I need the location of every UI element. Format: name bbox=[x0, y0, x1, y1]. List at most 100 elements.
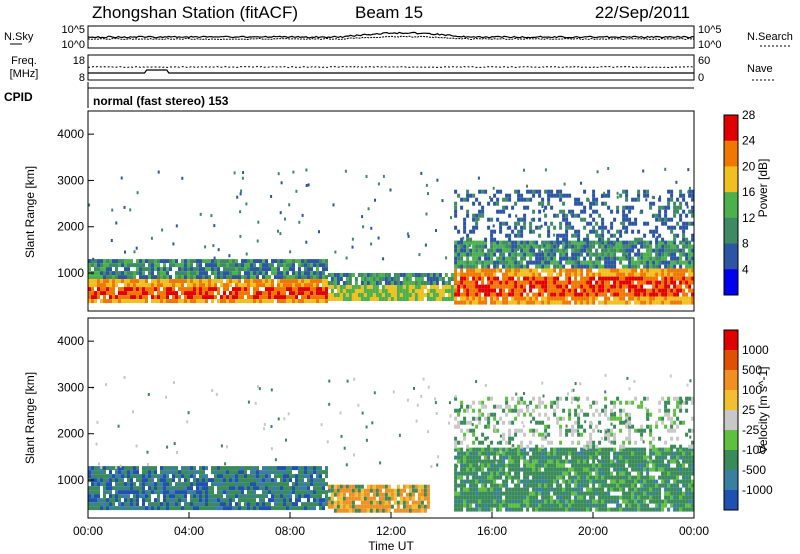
heatmap-cell bbox=[118, 259, 121, 264]
heatmap-cell bbox=[211, 502, 214, 507]
heatmap-cell bbox=[652, 260, 656, 265]
heatmap-cell bbox=[190, 490, 193, 495]
heatmap-cell bbox=[457, 507, 461, 512]
heatmap-cell bbox=[106, 506, 109, 511]
heatmap-cell bbox=[217, 267, 220, 272]
heatmap-cell bbox=[124, 279, 127, 284]
heatmap-cell bbox=[487, 256, 491, 261]
heatmap-cell bbox=[607, 189, 611, 194]
heatmap-cell bbox=[556, 272, 560, 277]
heatmap-cell bbox=[181, 267, 184, 272]
heatmap-cell bbox=[420, 500, 424, 505]
heatmap-cell bbox=[441, 277, 445, 281]
heatmap-cell bbox=[577, 491, 581, 496]
heatmap-cell bbox=[559, 487, 563, 492]
heatmap-cell bbox=[478, 495, 482, 500]
heatmap-cell bbox=[679, 467, 683, 472]
heatmap-cell bbox=[532, 260, 536, 265]
heatmap-cell bbox=[351, 289, 355, 293]
heatmap-cell bbox=[378, 297, 382, 301]
heatmap-cell bbox=[502, 205, 506, 210]
heatmap-cell bbox=[142, 295, 145, 300]
heatmap-cell bbox=[187, 271, 190, 276]
heatmap-cell bbox=[325, 279, 328, 284]
heatmap-cell bbox=[142, 259, 145, 264]
heatmap-cell bbox=[460, 296, 464, 301]
heatmap-cell bbox=[381, 293, 385, 297]
heatmap-cell bbox=[562, 487, 566, 492]
heatmap-cell bbox=[139, 287, 142, 292]
heatmap-cell bbox=[649, 499, 653, 504]
heatmap-cell bbox=[100, 267, 103, 272]
heatmap-cell bbox=[223, 470, 226, 475]
heatmap-cell bbox=[673, 451, 677, 456]
heatmap-cell bbox=[235, 295, 238, 300]
heatmap-cell bbox=[205, 287, 208, 292]
heatmap-cell bbox=[493, 475, 497, 480]
heatmap-cell bbox=[682, 197, 686, 202]
heatmap-cell bbox=[330, 488, 334, 493]
heatmap-cell bbox=[688, 495, 692, 500]
heatmap-cell bbox=[316, 470, 319, 475]
heatmap-cell bbox=[616, 507, 620, 512]
heatmap-cell bbox=[133, 295, 136, 300]
heatmap-cell bbox=[673, 201, 677, 206]
heatmap-cell bbox=[556, 491, 560, 496]
heatmap-cell bbox=[118, 271, 121, 276]
heatmap-cell bbox=[217, 486, 220, 491]
heatmap-cell bbox=[208, 279, 211, 284]
heatmap-cell bbox=[166, 275, 169, 280]
heatmap-cell bbox=[679, 451, 683, 456]
heatmap-cell bbox=[363, 297, 367, 301]
heatmap-cell bbox=[163, 490, 166, 495]
heatmap-cell bbox=[166, 474, 169, 479]
heatmap-cell bbox=[217, 291, 220, 296]
heatmap-cell bbox=[529, 471, 533, 476]
heatmap-cell bbox=[493, 300, 497, 305]
heatmap-cell bbox=[490, 288, 494, 293]
heatmap-cell bbox=[460, 264, 464, 269]
heatmap-cell bbox=[685, 213, 689, 218]
heatmap-cell bbox=[214, 267, 217, 272]
heatmap-cell bbox=[457, 483, 461, 488]
heatmap-cell bbox=[523, 168, 525, 172]
heatmap-cell bbox=[223, 474, 226, 479]
heatmap-cell bbox=[112, 466, 115, 471]
heatmap-cell bbox=[286, 275, 289, 280]
heatmap-cell bbox=[661, 221, 665, 226]
heatmap-cell bbox=[541, 300, 545, 305]
heatmap-cell bbox=[322, 486, 325, 491]
heatmap-cell bbox=[634, 463, 638, 468]
heatmap-cell bbox=[598, 491, 602, 496]
heatmap-cell bbox=[202, 283, 205, 288]
heatmap-cell bbox=[658, 451, 662, 456]
heatmap-cell bbox=[607, 276, 611, 281]
heatmap-cell bbox=[316, 279, 319, 284]
heatmap-cell bbox=[454, 240, 458, 245]
heatmap-cell bbox=[426, 496, 430, 501]
heatmap-cell bbox=[553, 280, 557, 285]
heatmap-cell bbox=[381, 273, 385, 277]
heatmap-cell bbox=[190, 299, 193, 304]
heatmap-cell bbox=[505, 268, 509, 273]
heatmap-cell bbox=[414, 504, 418, 509]
heatmap-cell bbox=[301, 283, 304, 288]
heatmap-cell bbox=[499, 256, 503, 261]
heatmap-cell bbox=[280, 283, 283, 288]
heatmap-cell bbox=[688, 193, 692, 198]
heatmap-cell bbox=[372, 488, 376, 493]
heatmap-cell bbox=[242, 171, 245, 174]
heatmap-cell bbox=[247, 283, 250, 288]
heatmap-cell bbox=[348, 289, 352, 293]
heatmap-cell bbox=[112, 283, 115, 288]
heatmap-cell bbox=[667, 288, 671, 293]
heatmap-cell bbox=[604, 459, 608, 464]
heatmap-cell bbox=[499, 284, 503, 289]
heatmap-cell bbox=[454, 408, 458, 413]
heatmap-cell bbox=[454, 280, 458, 285]
heatmap-cell bbox=[190, 502, 193, 507]
heatmap-cell bbox=[475, 221, 479, 226]
heatmap-cell bbox=[109, 267, 112, 272]
heatmap-cell bbox=[435, 229, 437, 232]
heatmap-cell bbox=[157, 502, 160, 507]
